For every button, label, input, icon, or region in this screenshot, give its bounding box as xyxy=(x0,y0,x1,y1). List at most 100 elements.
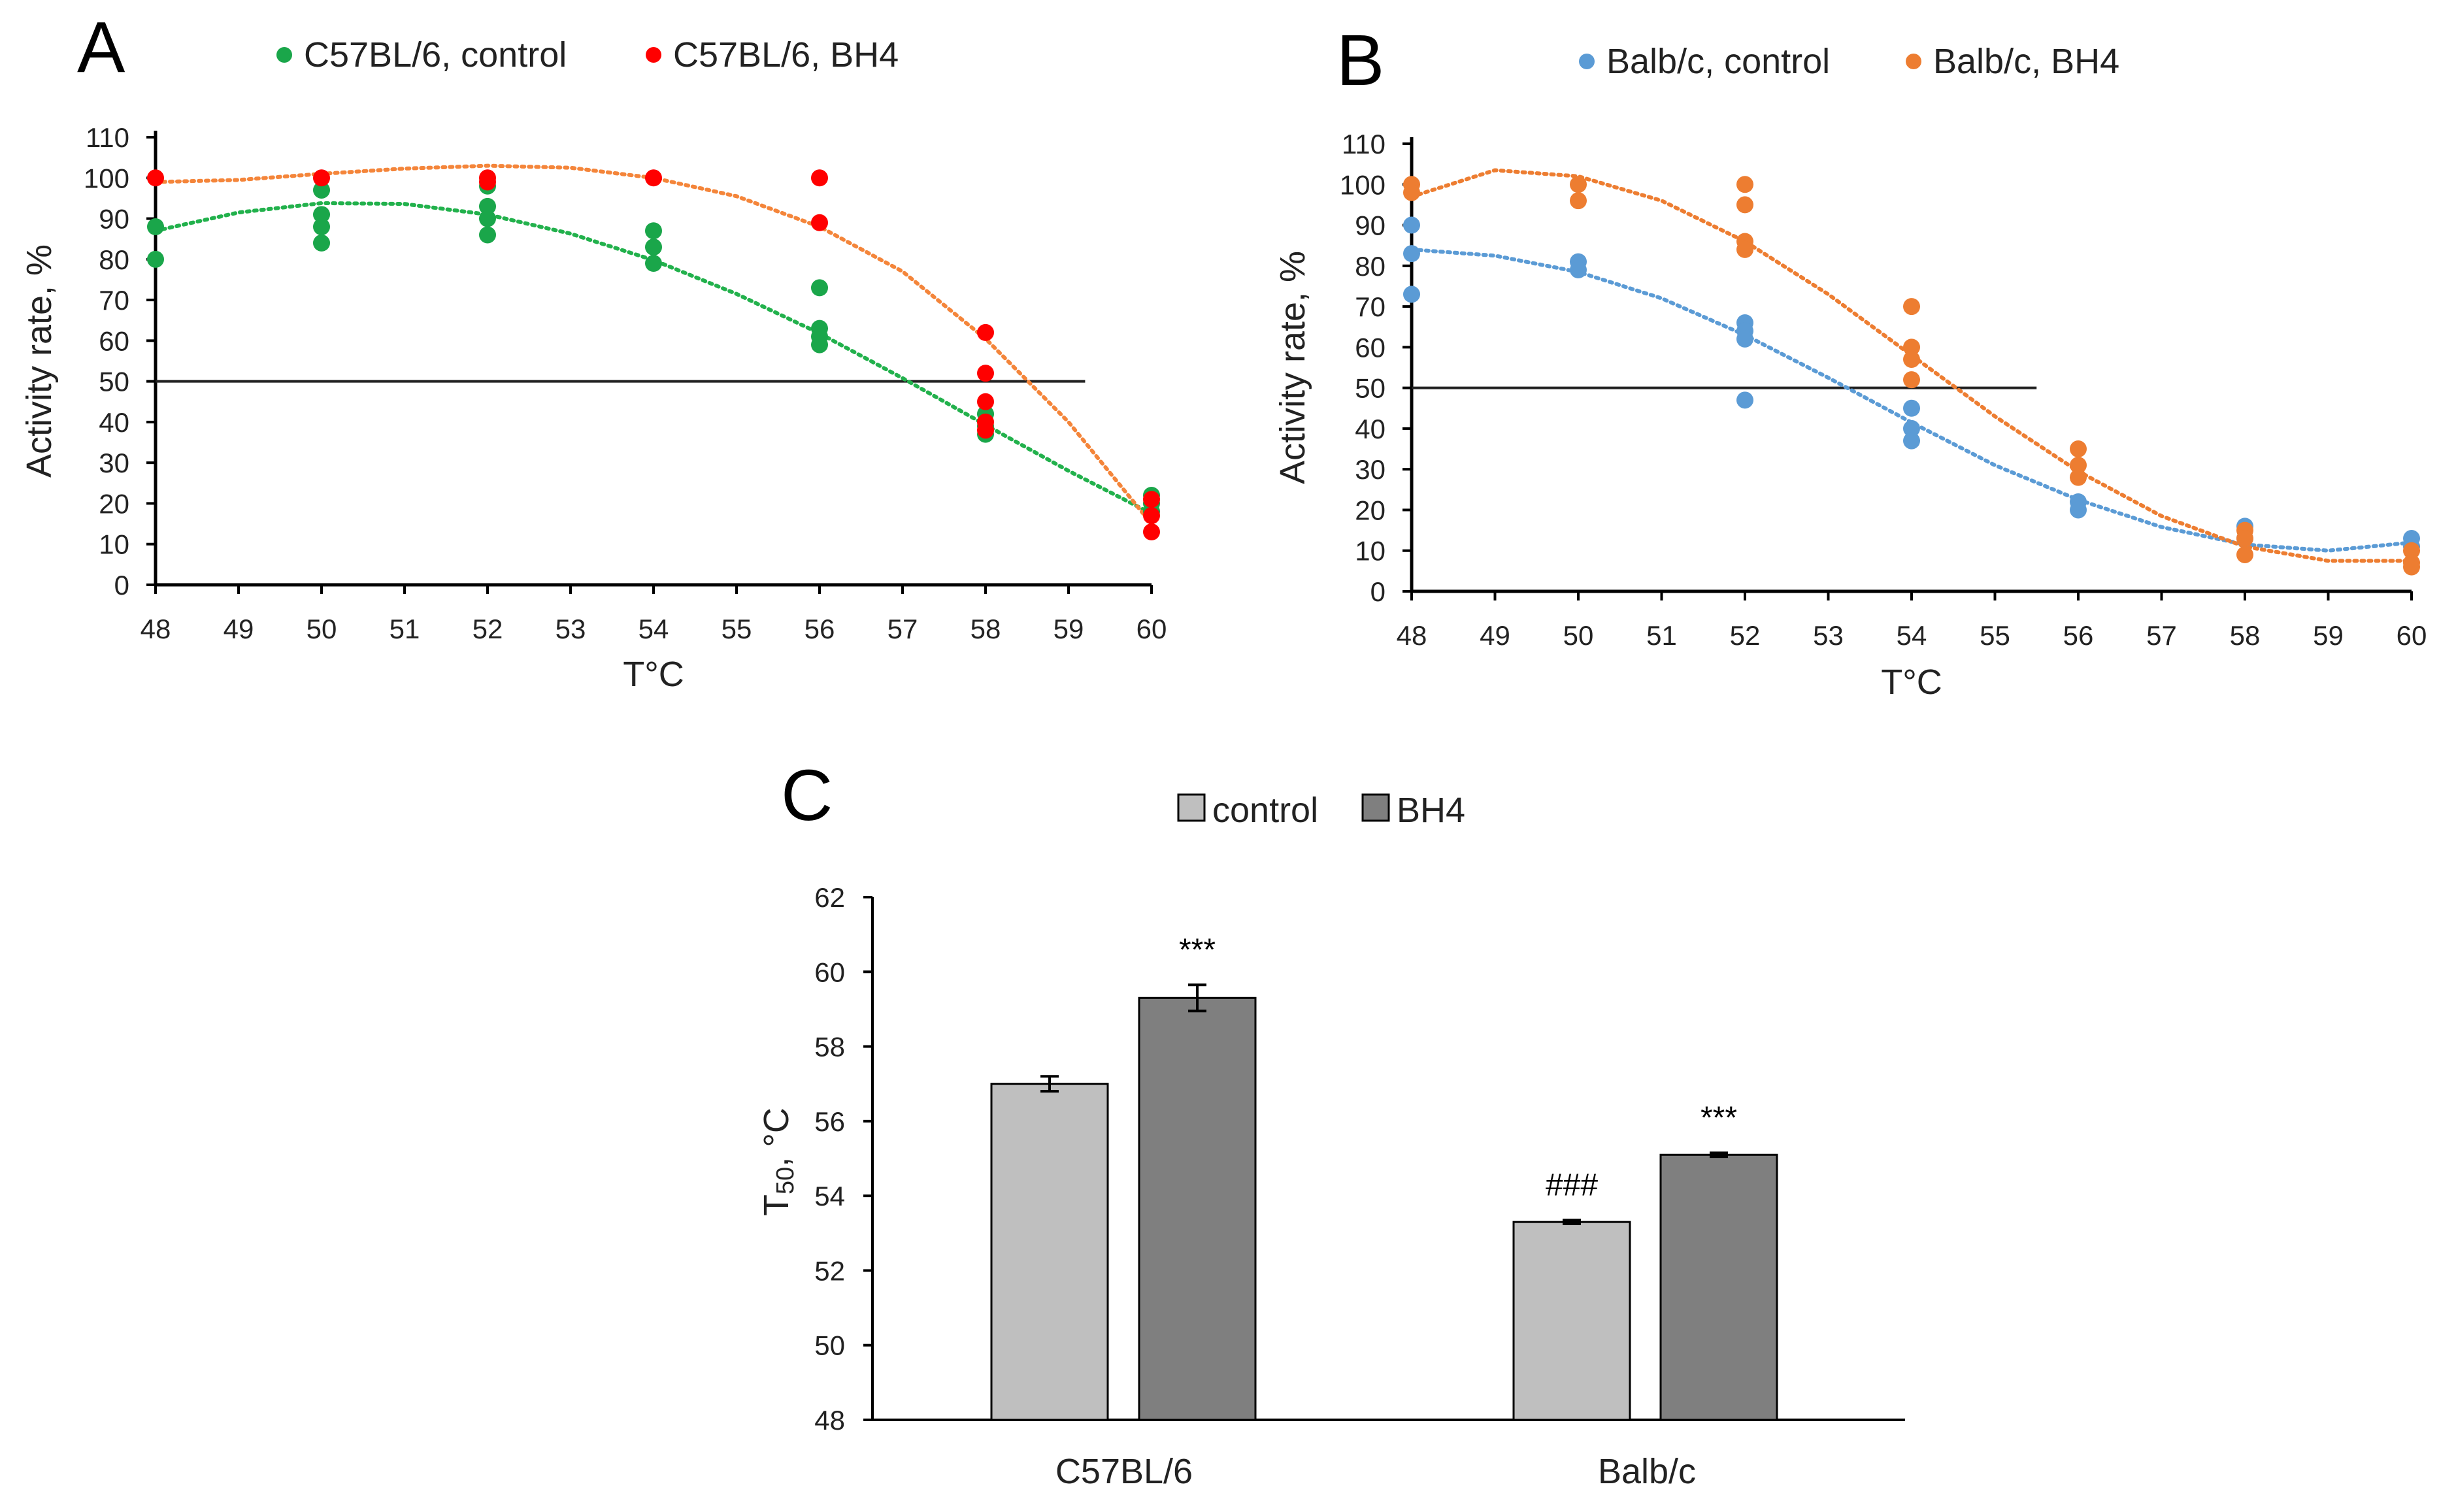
point-balb-c-control xyxy=(1403,216,1420,234)
panel-letter: A xyxy=(77,7,125,88)
significance-label: ### xyxy=(1546,1168,1598,1202)
point-c57bl-6-control xyxy=(645,222,662,240)
x-tick-label: 53 xyxy=(556,614,586,644)
bar-balb-c-control xyxy=(1512,1221,1631,1421)
legend-label: C57BL/6, BH4 xyxy=(673,35,899,74)
y-tick-label: 30 xyxy=(99,448,129,478)
point-balb-c-bh4 xyxy=(1736,176,1753,193)
point-c57bl-6-control xyxy=(811,279,828,297)
point-balb-c-bh4 xyxy=(2070,440,2087,458)
point-balb-c-bh4 xyxy=(1736,240,1753,258)
y-tick-label: 30 xyxy=(1355,454,1385,485)
legend-marker-balb-c-control xyxy=(1579,54,1595,69)
y-tick-label: 0 xyxy=(1370,576,1385,607)
y-tick-label: 90 xyxy=(99,204,129,235)
point-balb-c-bh4 xyxy=(1903,338,1920,356)
x-axis-title: T°C xyxy=(1881,663,1942,702)
legend-marker-c57bl-6-bh4 xyxy=(646,47,661,63)
y-tick-label: 110 xyxy=(1342,129,1385,159)
x-tick-label: 54 xyxy=(1897,620,1927,651)
point-c57bl-6-control xyxy=(147,218,164,235)
x-tick-label: 50 xyxy=(307,614,337,644)
point-c57bl-6-bh4 xyxy=(313,169,330,187)
point-balb-c-bh4 xyxy=(2236,530,2253,548)
x-tick-label: 53 xyxy=(1813,620,1844,651)
point-c57bl-6-bh4 xyxy=(977,365,994,382)
point-balb-c-bh4 xyxy=(1403,184,1420,201)
y-tick-label: 10 xyxy=(99,529,129,560)
y-tick-label: 40 xyxy=(99,407,129,438)
y-axis-title: Activity rate, % xyxy=(1273,251,1312,484)
y-tick-label: 62 xyxy=(814,882,845,913)
y-axis-title-unit: , °C xyxy=(757,1108,796,1167)
x-tick-label: 58 xyxy=(971,614,1001,644)
y-tick-label: 110 xyxy=(86,122,129,153)
point-c57bl-6-bh4 xyxy=(479,173,496,191)
x-tick-label: 51 xyxy=(390,614,420,644)
y-tick-label: 50 xyxy=(814,1330,845,1361)
point-c57bl-6-bh4 xyxy=(1143,491,1160,508)
y-tick-label: 58 xyxy=(814,1032,845,1062)
point-balb-c-control xyxy=(1403,245,1420,263)
panel-letter: B xyxy=(1336,20,1384,101)
y-tick-label: 90 xyxy=(1355,210,1385,241)
x-tick-label: 49 xyxy=(1480,620,1510,651)
y-tick-label: 80 xyxy=(1355,251,1385,282)
y-tick-label: 70 xyxy=(1355,291,1385,322)
point-c57bl-6-bh4 xyxy=(1143,507,1160,525)
point-c57bl-6-control xyxy=(645,255,662,272)
x-tick-label: 58 xyxy=(2230,620,2261,651)
y-tick-label: 54 xyxy=(814,1181,845,1211)
y-tick-label: 50 xyxy=(1355,373,1385,404)
point-c57bl-6-bh4 xyxy=(977,323,994,341)
x-category-label: Balb/c xyxy=(1598,1452,1696,1491)
x-tick-label: 56 xyxy=(805,614,835,644)
panel-c: C 48 50 52 54 56 58 60 62 *** ### *** C57BL/6 Balb/c T… xyxy=(757,755,1905,1491)
point-c57bl-6-bh4 xyxy=(977,393,994,410)
y-tick-label: 20 xyxy=(1355,495,1385,525)
point-c57bl-6-control xyxy=(479,210,496,227)
y-tick-label: 20 xyxy=(99,488,129,519)
point-c57bl-6-bh4 xyxy=(811,214,828,231)
point-c57bl-6-control xyxy=(313,181,330,199)
y-axis-title: Activity rate, % xyxy=(20,244,59,478)
legend-swatch-bh4 xyxy=(1361,793,1390,822)
y-tick-label: 80 xyxy=(99,244,129,275)
legend-label: control xyxy=(1212,791,1318,830)
x-axis-title: T°C xyxy=(623,655,684,694)
point-balb-c-bh4 xyxy=(1570,192,1587,210)
point-balb-c-control xyxy=(1403,286,1420,303)
x-tick-label: 49 xyxy=(224,614,254,644)
y-tick-label: 100 xyxy=(1340,169,1385,200)
x-tick-label: 60 xyxy=(1137,614,1167,644)
bar-c57bl-6-control xyxy=(990,1083,1109,1421)
point-balb-c-bh4 xyxy=(1903,298,1920,316)
x-tick-label: 56 xyxy=(2063,620,2094,651)
x-tick-label: 52 xyxy=(1730,620,1761,651)
legend-label: Balb/c, BH4 xyxy=(1933,42,2119,81)
x-tick-label: 52 xyxy=(473,614,503,644)
point-c57bl-6-bh4 xyxy=(645,169,662,187)
bar-balb-c-bh4 xyxy=(1659,1153,1778,1421)
y-tick-label: 56 xyxy=(814,1106,845,1137)
panel-a: A 0 10 20 30 40 50 60 70 80 90 100 110 48 49 50 51 52 53 54… xyxy=(20,7,1167,694)
y-tick-label: 100 xyxy=(84,163,129,193)
x-tick-label: 50 xyxy=(1563,620,1594,651)
legend-label: C57BL/6, control xyxy=(304,35,567,74)
legend-marker-balb-c-bh4 xyxy=(1906,54,1921,69)
panel-letter: C xyxy=(781,755,833,836)
x-tick-label: 59 xyxy=(2313,620,2344,651)
y-tick-label: 52 xyxy=(814,1255,845,1286)
point-c57bl-6-control xyxy=(811,336,828,353)
point-c57bl-6-bh4 xyxy=(147,169,164,187)
legend-label: Balb/c, control xyxy=(1606,42,1830,81)
y-axis-title-main: T xyxy=(757,1194,796,1216)
point-balb-c-control xyxy=(1736,391,1753,409)
bar-c57bl-6-bh4 xyxy=(1138,996,1257,1421)
y-tick-label: 40 xyxy=(1355,414,1385,444)
point-balb-c-bh4 xyxy=(2236,546,2253,563)
point-balb-c-bh4 xyxy=(1736,196,1753,214)
point-balb-c-bh4 xyxy=(1570,176,1587,193)
